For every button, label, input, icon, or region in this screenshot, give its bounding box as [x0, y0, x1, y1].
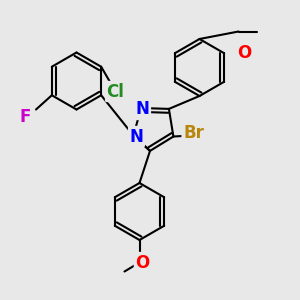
Text: N: N — [130, 128, 143, 146]
Text: O: O — [237, 44, 252, 62]
Text: Cl: Cl — [106, 82, 124, 100]
Text: O: O — [135, 254, 150, 272]
Text: N: N — [130, 128, 143, 146]
Text: Br: Br — [183, 124, 204, 142]
Text: Cl: Cl — [106, 82, 124, 100]
Text: N: N — [136, 100, 149, 118]
Text: O: O — [237, 44, 252, 62]
Text: Br: Br — [183, 124, 204, 142]
Text: N: N — [136, 100, 149, 118]
Text: O: O — [135, 254, 150, 272]
Text: F: F — [20, 108, 31, 126]
Text: F: F — [20, 108, 31, 126]
